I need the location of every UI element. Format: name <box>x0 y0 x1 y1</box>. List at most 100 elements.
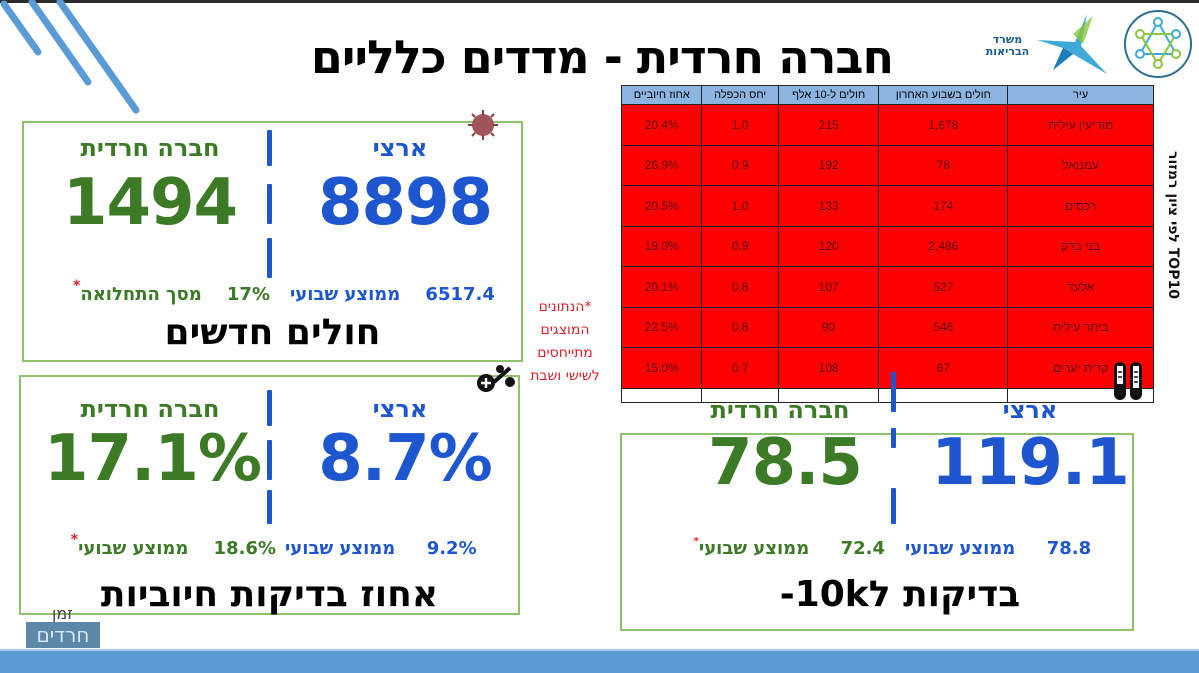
top10-cities-table: עיר חולים בשבוע האחרון חולים ל-10 אלף יח… <box>620 85 1154 403</box>
share-label: מסך התחלואה <box>80 284 202 305</box>
divider <box>267 130 272 166</box>
positive-rate-haredi-value: 17.1% <box>43 422 262 496</box>
footer-bar <box>0 651 1199 673</box>
per-10k-cell: 120 <box>777 225 880 267</box>
per-10k-cell: 133 <box>777 185 880 227</box>
table-row: מודיעין עילית 1,678 215 1.0 20.4% <box>620 104 1154 146</box>
note-line: *הנתונים <box>538 299 592 315</box>
positive-rate-cell: 19.0% <box>620 225 703 267</box>
divider <box>267 238 272 278</box>
doubling-ratio-cell: 0.7 <box>701 347 779 389</box>
positive-rate-cell: 22.5% <box>620 306 703 348</box>
tests-national-weekly-avg: 78.8 ממוצע שבועי <box>905 538 1133 559</box>
percent-plus-icon <box>477 365 515 392</box>
doubling-ratio-cell: 1.0 <box>701 185 779 227</box>
table-row: בני ברק 2,486 120 0.9 19.0% <box>620 225 1154 267</box>
new-cases-national-value: 8898 <box>317 166 493 240</box>
column-header: חולים בשבוע האחרון <box>878 85 1009 105</box>
virus-icon <box>468 110 498 140</box>
per-10k-cell: 108 <box>777 347 880 389</box>
circle-network-logo <box>1124 10 1192 78</box>
weekly-cases-cell: 527 <box>878 266 1009 308</box>
footnote-star: * <box>73 278 81 294</box>
moh-star-icon <box>1037 14 1107 74</box>
footer-line <box>0 649 1199 651</box>
top10-vertical-label: TOP10 לפי ציון רמזור <box>1158 140 1188 310</box>
note-line: לשישי ושבת <box>530 368 600 384</box>
test-tubes-icon <box>1114 362 1142 400</box>
column-header: אחוז חיוביים <box>620 85 703 105</box>
positive-rate-cell: 15.0% <box>620 347 703 389</box>
tests-per-10k-card <box>620 433 1134 631</box>
weekly-avg-value: 72.4 <box>840 538 885 559</box>
table-row: קרית יערים 67 108 0.7 15.0% <box>620 347 1154 389</box>
weekly-avg-label: ממוצע שבועי <box>905 538 1016 559</box>
weekly-avg-value: 18.6% <box>213 538 276 559</box>
city-cell: רכסים <box>1007 185 1154 227</box>
tests-national-label: ארצי <box>1002 396 1058 424</box>
city-cell: מודיעין עילית <box>1007 104 1154 146</box>
new-cases-haredi-label: חברה חרדית <box>80 134 220 162</box>
per-10k-cell: 107 <box>777 266 880 308</box>
tests-national-value: 119.1 <box>931 426 1129 500</box>
per-10k-cell: 215 <box>777 104 880 146</box>
tests-haredi-weekly-avg: 72.4 ממוצע שבועי* <box>655 536 885 559</box>
positive-rate-cell: 20.5% <box>620 185 703 227</box>
positive-rate-national-value: 8.7% <box>318 422 493 496</box>
positive-rate-cell: 20.1% <box>620 266 703 308</box>
table-row: רכסים 174 133 1.0 20.5% <box>620 185 1154 227</box>
weekly-cases-cell: 78 <box>878 144 1009 186</box>
top10-label-text: TOP10 לפי ציון רמזור <box>1165 151 1181 299</box>
city-cell: בני ברק <box>1007 225 1154 267</box>
table-header-row: עיר חולים בשבוע האחרון חולים ל-10 אלף יח… <box>620 85 1154 105</box>
footnote-star: * <box>70 532 79 548</box>
weekly-avg-label: ממוצע שבועי <box>290 284 401 305</box>
positive-rate-haredi-label: חברה חרדית <box>80 395 220 423</box>
tests-title: בדיקות ל10k- <box>779 574 1021 615</box>
divider <box>267 184 272 224</box>
positive-rate-national-label: ארצי <box>372 395 428 423</box>
positive-rate-title: אחוז בדיקות חיוביות <box>100 574 439 615</box>
divider <box>267 440 272 480</box>
column-header: עיר <box>1007 85 1154 105</box>
weekly-avg-label: ממוצע שבועי <box>285 538 396 559</box>
new-cases-national-weekly-avg: 6517.4 ממוצע שבועי <box>290 284 520 305</box>
weekly-cases-cell: 1,678 <box>878 104 1009 146</box>
weekly-cases-cell: 546 <box>878 306 1009 348</box>
doubling-ratio-cell: 0.8 <box>701 306 779 348</box>
column-header: חולים ל-10 אלף <box>777 85 880 105</box>
weekly-avg-label: ממוצע שבועי <box>698 538 810 559</box>
city-cell: עמנואל <box>1007 144 1154 186</box>
table-row: ביתר עילית 546 90 0.8 22.5% <box>620 306 1154 348</box>
note-line: מתייחסים <box>537 345 593 361</box>
footnote-star: * <box>693 536 699 547</box>
divider <box>891 488 896 524</box>
positive-rate-haredi-weekly-avg: 18.6% ממוצע שבועי* <box>36 532 276 559</box>
per-10k-cell: 90 <box>777 306 880 348</box>
weekly-cases-cell: 67 <box>878 347 1009 389</box>
new-cases-title: חולים חדשים <box>164 312 381 353</box>
ministry-of-health-logo: משרד הבריאות <box>985 12 1110 82</box>
per-10k-cell: 192 <box>777 144 880 186</box>
divider <box>267 390 272 426</box>
column-header: יחס הכפלה <box>701 85 779 105</box>
weekly-avg-value: 9.2% <box>426 538 477 559</box>
city-cell: אלעד <box>1007 266 1154 308</box>
tests-haredi-value: 78.5 <box>708 426 863 500</box>
city-cell: ביתר עילית <box>1007 306 1154 348</box>
new-cases-haredi-share: 17% מסך התחלואה* <box>30 278 270 305</box>
divider <box>267 490 272 524</box>
haredim-logo: חרדים <box>26 622 100 648</box>
table-row: עמנואל 78 192 0.9 26.9% <box>620 144 1154 186</box>
weekly-cases-cell: 174 <box>878 185 1009 227</box>
divider <box>891 428 896 448</box>
doubling-ratio-cell: 1.0 <box>701 104 779 146</box>
positive-rate-cell: 26.9% <box>620 144 703 186</box>
new-cases-card <box>22 121 523 362</box>
page-title: חברה חרדית - מדדים כלליים <box>310 30 894 84</box>
positive-rate-cell: 20.4% <box>620 104 703 146</box>
moh-logo-text: משרד הבריאות <box>985 33 1030 58</box>
city-cell: קרית יערים <box>1007 347 1154 389</box>
haredim-logo-top-text: זמן <box>52 604 73 623</box>
new-cases-national-label: ארצי <box>372 134 428 162</box>
